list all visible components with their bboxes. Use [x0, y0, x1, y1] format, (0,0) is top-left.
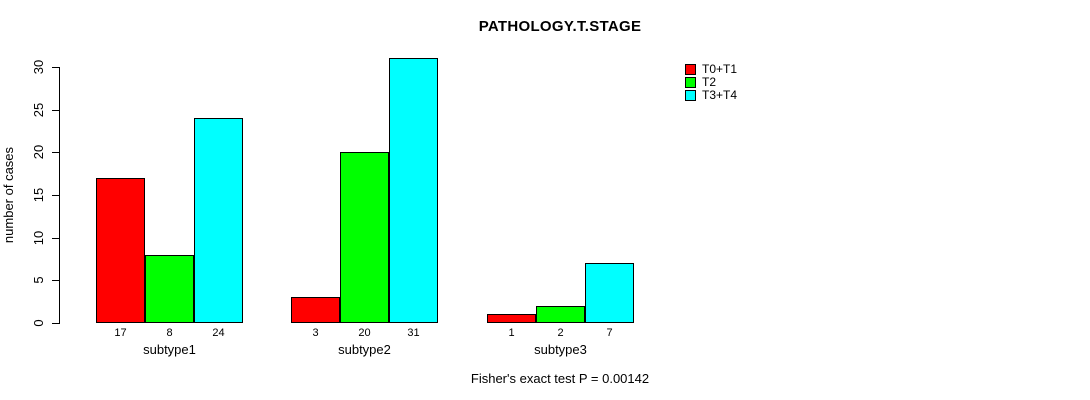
- fisher-test-annotation: Fisher's exact test P = 0.00142: [470, 371, 650, 386]
- bar-value-label: 3: [312, 327, 319, 339]
- y-axis-tick: [52, 280, 59, 281]
- chart-title: PATHOLOGY.T.STAGE: [478, 18, 642, 35]
- y-axis-line: [59, 67, 60, 324]
- bar-value-label: 24: [212, 327, 225, 339]
- y-axis-tick-label: 15: [31, 187, 46, 203]
- y-axis-tick-label: 10: [31, 230, 46, 246]
- y-axis-tick: [52, 152, 59, 153]
- legend-color-swatch: [685, 64, 696, 75]
- y-axis-tick: [52, 238, 59, 239]
- bar-subtype1-T2: [145, 255, 194, 323]
- bar-subtype2-T2: [340, 152, 389, 323]
- bar-subtype3-T2: [536, 306, 585, 323]
- legend-color-swatch: [685, 77, 696, 88]
- bar-value-label: 31: [407, 327, 420, 339]
- bar-subtype1-T0+T1: [96, 178, 145, 323]
- bar-value-label: 1: [508, 327, 515, 339]
- x-category-label-subtype3: subtype3: [534, 342, 587, 357]
- legend-label: T0+T1: [702, 62, 738, 76]
- bar-value-label: 17: [114, 327, 127, 339]
- legend-item-T0+T1: T0+T1: [685, 62, 738, 76]
- bar-subtype2-T0+T1: [291, 297, 340, 323]
- bar-value-label: 7: [606, 327, 613, 339]
- y-axis-tick-label: 5: [31, 276, 46, 284]
- legend-item-T3+T4: T3+T4: [685, 88, 738, 102]
- y-axis-tick: [52, 67, 59, 68]
- bar-value-label: 20: [358, 327, 371, 339]
- legend-label: T3+T4: [702, 88, 738, 102]
- y-axis-tick-label: 30: [31, 59, 46, 75]
- legend-color-swatch: [685, 90, 696, 101]
- y-axis-tick-label: 0: [31, 319, 46, 327]
- legend-item-T2: T2: [685, 75, 737, 89]
- y-axis-tick: [52, 195, 59, 196]
- bar-subtype3-T3+T4: [585, 263, 634, 323]
- bar-subtype2-T3+T4: [389, 58, 438, 323]
- x-category-label-subtype1: subtype1: [143, 342, 196, 357]
- x-category-label-subtype2: subtype2: [338, 342, 391, 357]
- bar-value-label: 8: [166, 327, 173, 339]
- y-axis-tick-label: 20: [31, 144, 46, 160]
- y-axis-tick-label: 25: [31, 102, 46, 118]
- bar-value-label: 2: [557, 327, 564, 339]
- bar-subtype1-T3+T4: [194, 118, 243, 323]
- legend-label: T2: [702, 75, 717, 89]
- bar-subtype3-T0+T1: [487, 314, 536, 323]
- y-axis-tick: [52, 110, 59, 111]
- legend: T0+T1 T2 T3+T4: [685, 62, 738, 103]
- y-axis-label: number of cases: [1, 146, 16, 244]
- y-axis-tick: [52, 323, 59, 324]
